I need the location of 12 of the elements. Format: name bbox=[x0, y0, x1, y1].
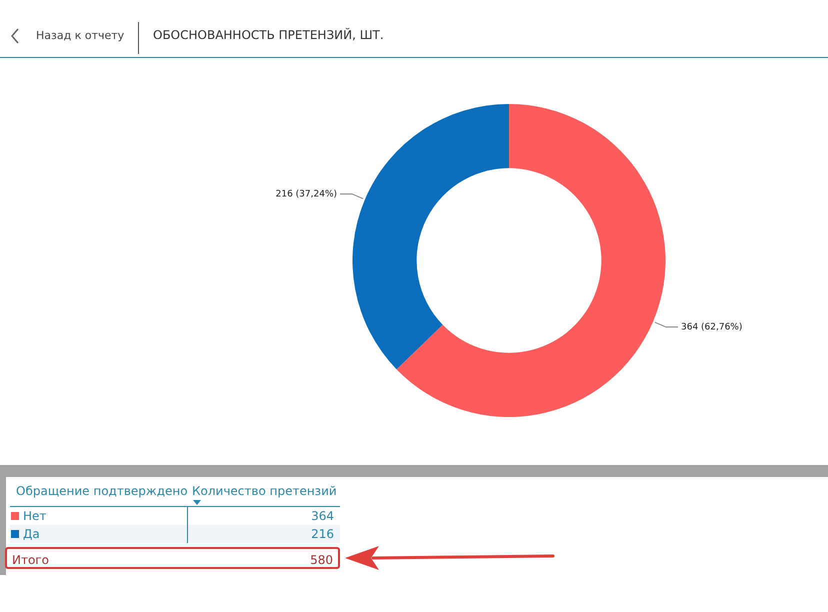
data-label: 364 (62,76%) bbox=[680, 322, 742, 332]
text: Итого bbox=[12, 552, 49, 569]
chart-title: ОБОСНОВАННОСТЬ ПРЕТЕНЗИЙ, ШТ. bbox=[153, 28, 384, 42]
text: 580 bbox=[310, 553, 333, 567]
text: Обращение подтверждено bbox=[16, 483, 188, 500]
legend-label: Нет bbox=[23, 508, 46, 525]
text: 364 bbox=[311, 508, 334, 525]
legend-label: Да bbox=[23, 526, 40, 543]
text: Количество претензий bbox=[192, 483, 337, 500]
data-label: 216 (37,24%) bbox=[276, 189, 338, 200]
text: 216 bbox=[311, 526, 334, 543]
text: Назад к отчету bbox=[36, 29, 124, 42]
